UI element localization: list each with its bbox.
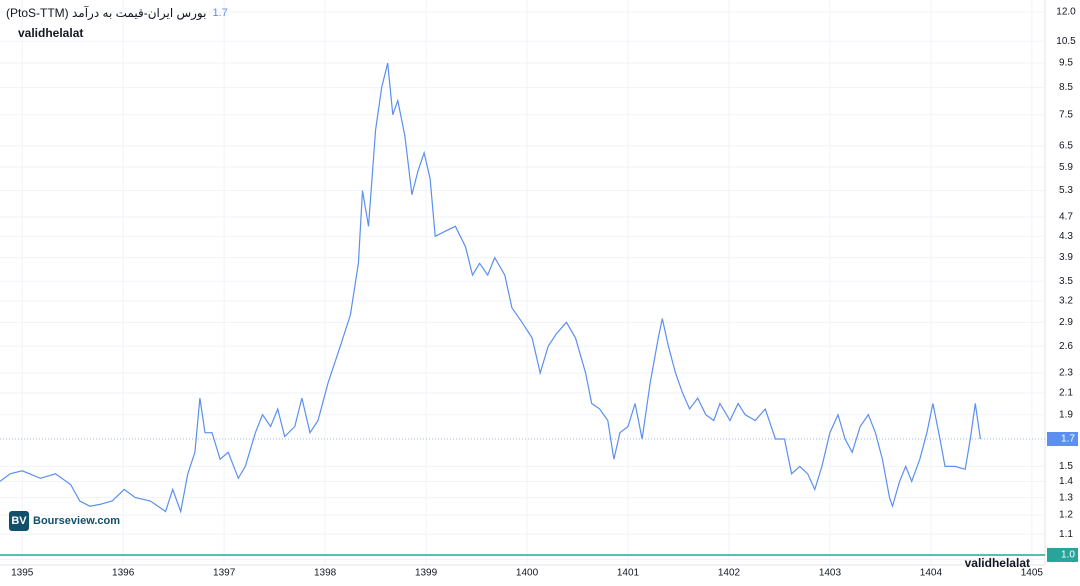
y-tick-label: 5.3	[1059, 185, 1073, 196]
hline-value-label-box	[1047, 547, 1078, 562]
legend: (PtoS-TTM) بورس ایران-قیمت به درآمد 1.7 …	[6, 5, 228, 41]
y-tick-label: 12.0	[1056, 7, 1076, 18]
y-tick-label: 2.1	[1059, 387, 1073, 398]
y-tick-label: 1.5	[1059, 461, 1073, 472]
series-line	[0, 62, 981, 514]
y-tick-label: 3.2	[1059, 295, 1073, 306]
x-tick-label: 1400	[516, 568, 539, 579]
series-name-tag: validhelalat	[964, 556, 1030, 570]
site-name: Bourseview.com	[33, 515, 121, 527]
y-tick-label: 8.5	[1059, 82, 1073, 93]
x-tick-label: 1398	[314, 568, 337, 579]
legend-series: validhelalat	[18, 26, 84, 40]
x-tick-label: 1399	[415, 568, 438, 579]
legend-row: (PtoS-TTM) بورس ایران-قیمت به درآمد 1.7	[6, 5, 228, 21]
x-tick-label: 1396	[112, 568, 135, 579]
legend-title: (PtoS-TTM) بورس ایران-قیمت به درآمد	[6, 6, 207, 20]
current-value-label-box	[1047, 432, 1078, 447]
y-tick-label: 4.7	[1059, 211, 1073, 222]
y-tick-label: 1.2	[1059, 510, 1073, 521]
y-tick-label: 1.4	[1059, 476, 1073, 487]
x-tick-label: 1395	[11, 568, 34, 579]
y-tick-label: 2.3	[1059, 368, 1073, 379]
x-tick-label: 1404	[920, 568, 943, 579]
y-tick-label: 1.9	[1059, 409, 1073, 420]
x-tick-label: 1402	[718, 568, 741, 579]
x-tick-label: 1405	[1021, 568, 1044, 579]
y-tick-label: 2.6	[1059, 341, 1073, 352]
y-tick-label: 1.3	[1059, 492, 1073, 503]
x-tick-label: 1403	[819, 568, 842, 579]
logo: BV	[9, 511, 29, 531]
y-tick-label: 3.9	[1059, 252, 1073, 263]
y-tick-label: 1.1	[1059, 529, 1073, 540]
x-tick-label: 1401	[617, 568, 640, 579]
y-tick-label: 10.5	[1056, 36, 1076, 47]
y-tick-label: 9.5	[1059, 58, 1073, 69]
y-tick-label: 7.5	[1059, 109, 1073, 120]
y-tick-label: 4.3	[1059, 231, 1073, 242]
y-tick-label: 3.5	[1059, 276, 1073, 287]
hline-value-label: 1.0	[1061, 550, 1075, 561]
legend-value: 1.7	[212, 7, 228, 19]
watermark: BV Bourseview.com	[9, 511, 120, 531]
y-tick-label: 5.9	[1059, 162, 1073, 173]
y-tick-label: 6.5	[1059, 141, 1073, 152]
current-value-label: 1.7	[1061, 434, 1075, 445]
y-tick-label: 2.9	[1059, 317, 1073, 328]
x-tick-label: 1397	[213, 568, 236, 579]
